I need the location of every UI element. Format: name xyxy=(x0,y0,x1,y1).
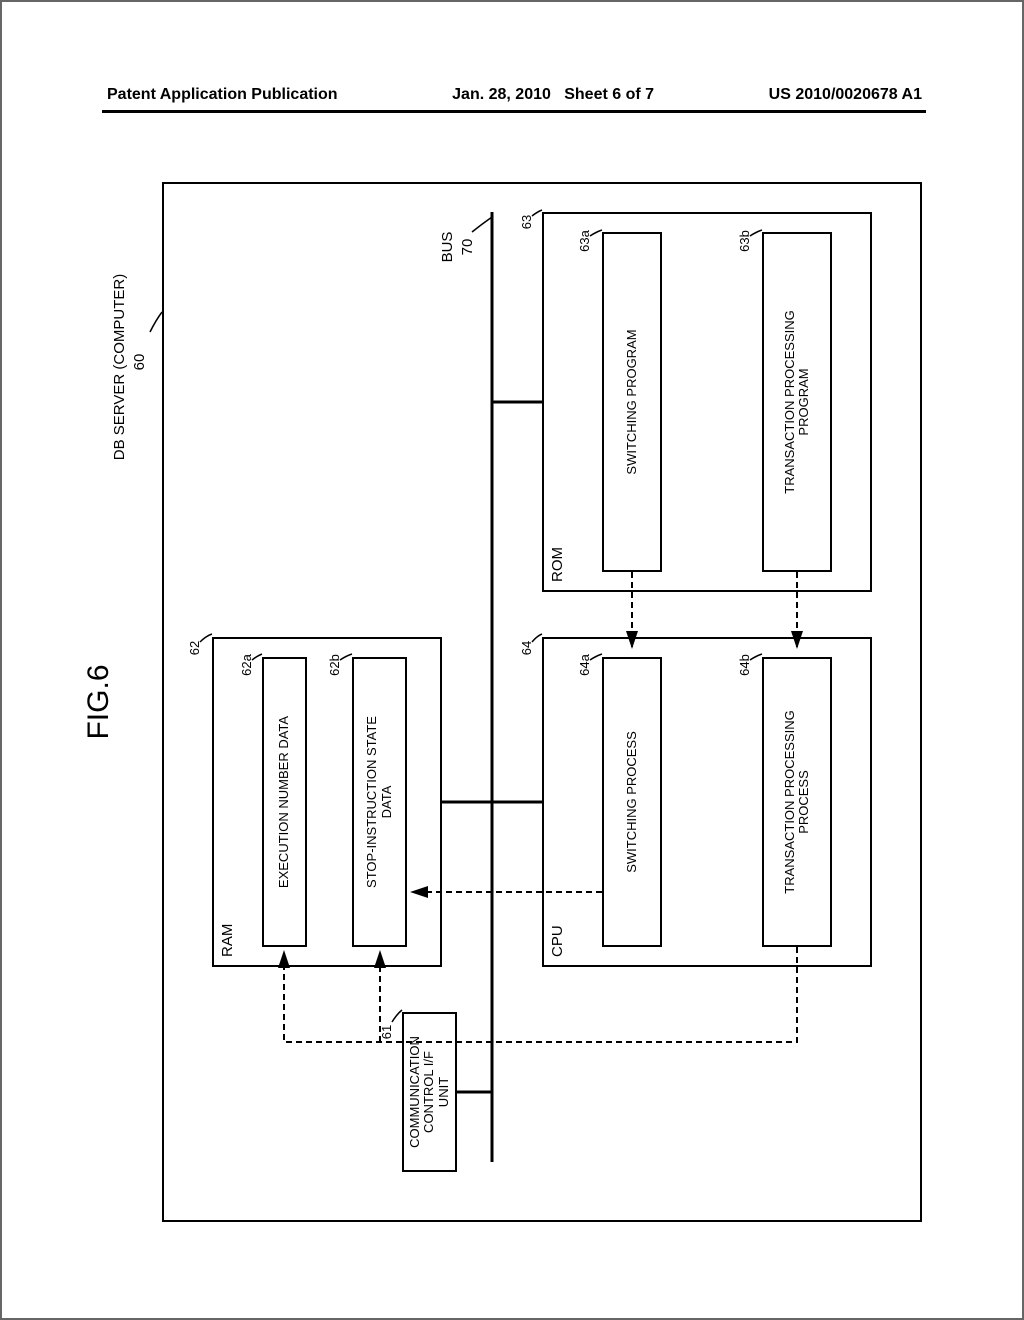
comm-box: COMMUNICATION CONTROL I/F UNIT xyxy=(402,1012,457,1172)
ram-a-ref: 62a xyxy=(240,640,254,690)
ram-b-ref: 62b xyxy=(328,640,342,690)
rom-label: ROM xyxy=(550,547,567,582)
outer-ref: 60 xyxy=(132,332,149,392)
rom-ref: 63 xyxy=(520,202,534,242)
cpu-a-box: SWITCHING PROCESS xyxy=(602,657,662,947)
ram-a-label: EXECUTION NUMBER DATA xyxy=(277,716,291,888)
rom-a-box: SWITCHING PROGRAM xyxy=(602,232,662,572)
cpu-b-ref: 64b xyxy=(738,640,752,690)
cpu-b-label: TRANSACTION PROCESSING PROCESS xyxy=(783,710,812,893)
header-right: US 2010/0020678 A1 xyxy=(769,86,922,104)
page-frame: Patent Application Publication Jan. 28, … xyxy=(0,0,1024,1320)
cpu-a-ref: 64a xyxy=(578,640,592,690)
cpu-b-box: TRANSACTION PROCESSING PROCESS xyxy=(762,657,832,947)
comm-ref: 61 xyxy=(380,1012,394,1052)
rom-b-label: TRANSACTION PROCESSING PROGRAM xyxy=(783,310,812,493)
cpu-ref: 64 xyxy=(520,628,534,668)
page-header: Patent Application Publication Jan. 28, … xyxy=(2,86,1022,104)
header-left: Patent Application Publication xyxy=(107,86,338,104)
rom-a-ref: 63a xyxy=(578,216,592,266)
rom-b-box: TRANSACTION PROCESSING PROGRAM xyxy=(762,232,832,572)
ram-label: RAM xyxy=(220,924,237,957)
rom-b-ref: 63b xyxy=(738,216,752,266)
bus-ref: 70 xyxy=(460,227,477,267)
ram-ref: 62 xyxy=(188,628,202,668)
diagram: FIG.6 DB SERVER (COMPUTER) 60 COMMUNICAT… xyxy=(62,152,962,1272)
cpu-a-label: SWITCHING PROCESS xyxy=(625,731,639,873)
ram-b-box: STOP-INSTRUCTION STATE DATA xyxy=(352,657,407,947)
header-center: Jan. 28, 2010 Sheet 6 of 7 xyxy=(452,86,654,104)
outer-label: DB SERVER (COMPUTER) xyxy=(112,252,129,482)
cpu-label: CPU xyxy=(550,925,567,957)
diagram-area: FIG.6 DB SERVER (COMPUTER) 60 COMMUNICAT… xyxy=(62,152,962,1272)
figure-title: FIG.6 xyxy=(82,632,115,772)
bus-label: BUS xyxy=(440,222,457,272)
ram-a-box: EXECUTION NUMBER DATA xyxy=(262,657,307,947)
header-rule xyxy=(102,110,926,113)
comm-label: COMMUNICATION CONTROL I/F UNIT xyxy=(408,1036,451,1148)
rom-a-label: SWITCHING PROGRAM xyxy=(625,329,639,474)
ram-b-label: STOP-INSTRUCTION STATE DATA xyxy=(365,716,394,888)
